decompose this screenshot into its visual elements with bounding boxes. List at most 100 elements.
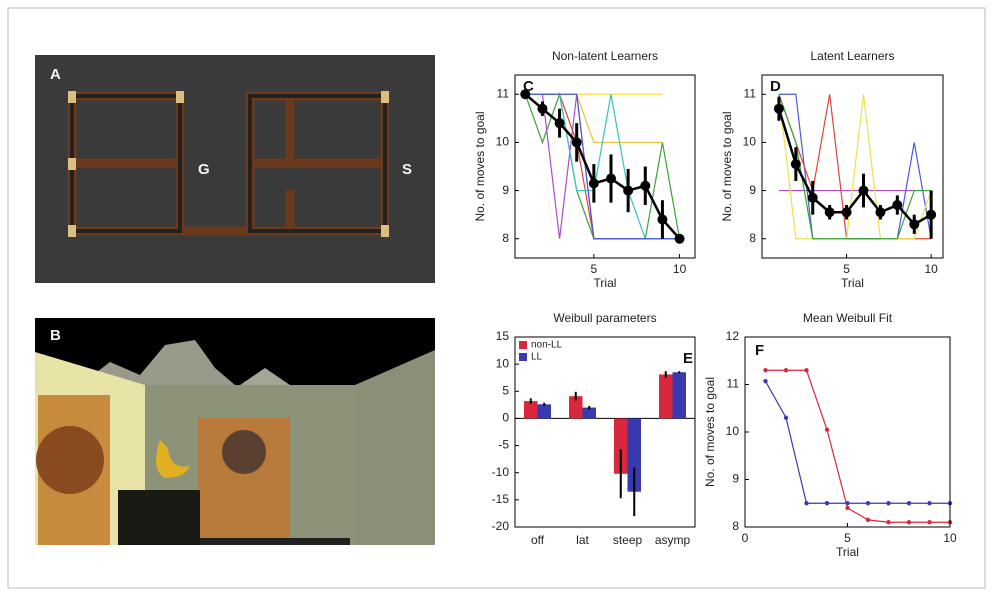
x-tick-label: lat xyxy=(576,533,589,547)
x-tick-label: steep xyxy=(613,533,643,547)
bar xyxy=(659,374,673,418)
data-point xyxy=(825,207,835,217)
panel-label: C xyxy=(523,78,534,95)
panel-label: E xyxy=(683,350,693,367)
plot-area xyxy=(762,75,943,258)
data-point xyxy=(640,181,650,191)
x-tick-label: 0 xyxy=(742,531,749,545)
y-tick-label: 9 xyxy=(732,472,739,486)
maze-annotation: G xyxy=(198,161,210,178)
y-tick-label: 9 xyxy=(502,183,509,197)
chart-title: Non-latent Learners xyxy=(552,49,658,63)
data-point xyxy=(774,104,784,114)
x-axis-label: Trial xyxy=(836,545,859,559)
data-point xyxy=(808,193,818,203)
y-tick-label: 9 xyxy=(749,183,756,197)
data-point xyxy=(866,501,870,505)
data-point xyxy=(763,368,767,372)
data-point xyxy=(892,200,902,210)
y-tick-label: 11 xyxy=(744,86,757,100)
y-tick-label: -5 xyxy=(498,438,509,452)
data-point xyxy=(926,210,936,220)
y-tick-label: 11 xyxy=(727,377,740,391)
x-tick-label: 5 xyxy=(591,262,598,276)
data-point xyxy=(907,501,911,505)
data-point xyxy=(886,501,890,505)
y-tick-label: 8 xyxy=(732,519,739,533)
maze-image: A G S xyxy=(35,55,435,283)
x-tick-label: off xyxy=(531,533,545,547)
y-tick-label: 0 xyxy=(502,411,509,425)
plot-area xyxy=(745,337,950,527)
y-tick-label: 5 xyxy=(502,383,509,397)
data-point xyxy=(784,416,788,420)
data-point xyxy=(825,501,829,505)
legend-swatch xyxy=(519,341,527,349)
figure: A G S B Non-latent Learners 8 9 10 11 No. of … xyxy=(0,0,993,597)
chart-title: Mean Weibull Fit xyxy=(803,311,893,325)
data-point xyxy=(675,234,685,244)
y-tick-label: -10 xyxy=(492,465,510,479)
data-point xyxy=(886,520,890,524)
data-point xyxy=(572,137,582,147)
x-tick-label: 5 xyxy=(844,531,851,545)
x-axis-label: Trial xyxy=(841,276,864,290)
legend-label: non-LL xyxy=(531,340,563,351)
data-point xyxy=(825,427,829,431)
y-axis-label: No. of moves to goal xyxy=(720,111,734,221)
y-tick-label: 12 xyxy=(726,329,740,343)
y-tick-label: 10 xyxy=(743,135,757,149)
panel-label: A xyxy=(50,66,61,83)
data-point xyxy=(858,186,868,196)
maze-annotation: S xyxy=(402,161,412,178)
bar xyxy=(673,372,687,418)
y-tick-label: 10 xyxy=(496,356,510,370)
y-tick-label: 10 xyxy=(726,424,740,438)
data-point xyxy=(875,207,885,217)
data-point xyxy=(763,379,767,383)
panel-label: F xyxy=(755,342,764,359)
data-point xyxy=(927,501,931,505)
y-tick-label: 8 xyxy=(749,231,756,245)
data-point xyxy=(623,186,633,196)
plot-area xyxy=(515,337,695,527)
legend-label: LL xyxy=(531,352,543,363)
y-axis-label: No. of moves to goal xyxy=(703,377,717,487)
y-tick-label: 11 xyxy=(497,86,510,100)
bar xyxy=(538,404,552,418)
data-point xyxy=(606,174,616,184)
data-point xyxy=(907,520,911,524)
data-point xyxy=(845,506,849,510)
data-point xyxy=(909,219,919,229)
data-point xyxy=(845,501,849,505)
x-tick-label: 5 xyxy=(843,262,850,276)
data-point xyxy=(791,159,801,169)
chart-title: Latent Learners xyxy=(810,49,894,63)
y-tick-label: -20 xyxy=(492,519,510,533)
x-tick-label: 10 xyxy=(924,262,938,276)
data-point xyxy=(866,518,870,522)
legend-swatch xyxy=(519,353,527,361)
data-point xyxy=(927,520,931,524)
data-point xyxy=(804,501,808,505)
data-point xyxy=(537,104,547,114)
data-point xyxy=(589,178,599,188)
panel-label: D xyxy=(770,78,781,95)
panel-label: B xyxy=(50,327,61,344)
chart-title: Weibull parameters xyxy=(553,311,656,325)
data-point xyxy=(784,368,788,372)
data-point xyxy=(804,368,808,372)
data-point xyxy=(842,207,852,217)
y-axis-label: No. of moves to goal xyxy=(473,111,487,221)
x-tick-label: asymp xyxy=(655,533,691,547)
x-axis-label: Trial xyxy=(594,276,617,290)
data-point xyxy=(657,214,667,224)
scene-image: B xyxy=(35,318,435,545)
x-tick-label: 10 xyxy=(673,262,687,276)
y-tick-label: -15 xyxy=(492,492,510,506)
y-tick-label: 15 xyxy=(496,329,510,343)
data-point xyxy=(555,118,565,128)
y-tick-label: 8 xyxy=(502,231,509,245)
x-tick-label: 10 xyxy=(943,531,957,545)
y-tick-label: 10 xyxy=(496,135,510,149)
